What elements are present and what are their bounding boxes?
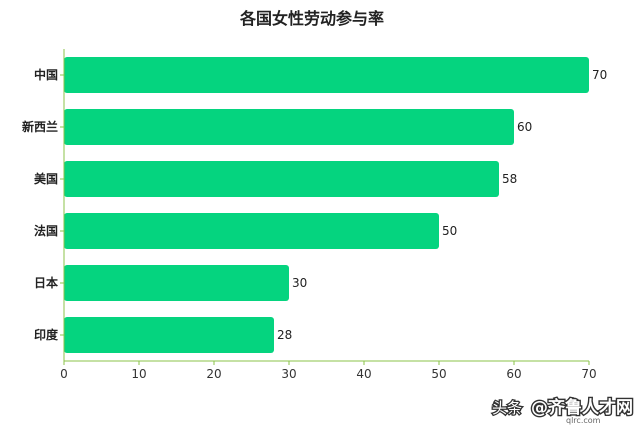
category-label-5: 印度 [34,327,59,342]
category-label-0: 中国 [34,67,58,82]
data-labels: 70 60 58 50 30 28 [277,68,607,342]
category-label-4: 日本 [34,275,58,290]
chart-title: 各国女性劳动参与率 [239,9,384,28]
bar-0 [64,57,589,93]
data-label-2: 58 [502,172,517,186]
x-tick-label-0: 0 [60,367,68,381]
data-label-4: 30 [292,276,307,290]
bar-5 [64,317,274,353]
x-tick-label-7: 70 [581,367,596,381]
data-label-5: 28 [277,328,292,342]
x-tick-label-2: 20 [206,367,221,381]
bar-2 [64,161,499,197]
watermark-url: qlrc.com [566,416,601,425]
x-tick-label-6: 60 [506,367,521,381]
x-tick-label-4: 40 [356,367,371,381]
bar-4 [64,265,289,301]
x-tick-label-1: 10 [131,367,146,381]
bars-group [64,57,589,353]
data-label-0: 70 [592,68,607,82]
axes [60,49,589,362]
x-tick-label-3: 30 [281,367,296,381]
watermark: 头条 @齐鲁人才网 qlrc.com [491,396,635,425]
bar-3 [64,213,439,249]
data-label-3: 50 [442,224,457,238]
category-label-3: 法国 [34,223,58,238]
data-label-1: 60 [517,120,532,134]
bar-1 [64,109,514,145]
x-tick-label-5: 50 [431,367,446,381]
x-axis-ticks: 0 10 20 30 40 50 60 70 [60,361,597,381]
category-label-1: 新西兰 [22,119,58,134]
watermark-source: 头条 [492,399,522,417]
watermark-brand: @齐鲁人才网 [531,397,633,418]
category-label-2: 美国 [34,171,58,186]
